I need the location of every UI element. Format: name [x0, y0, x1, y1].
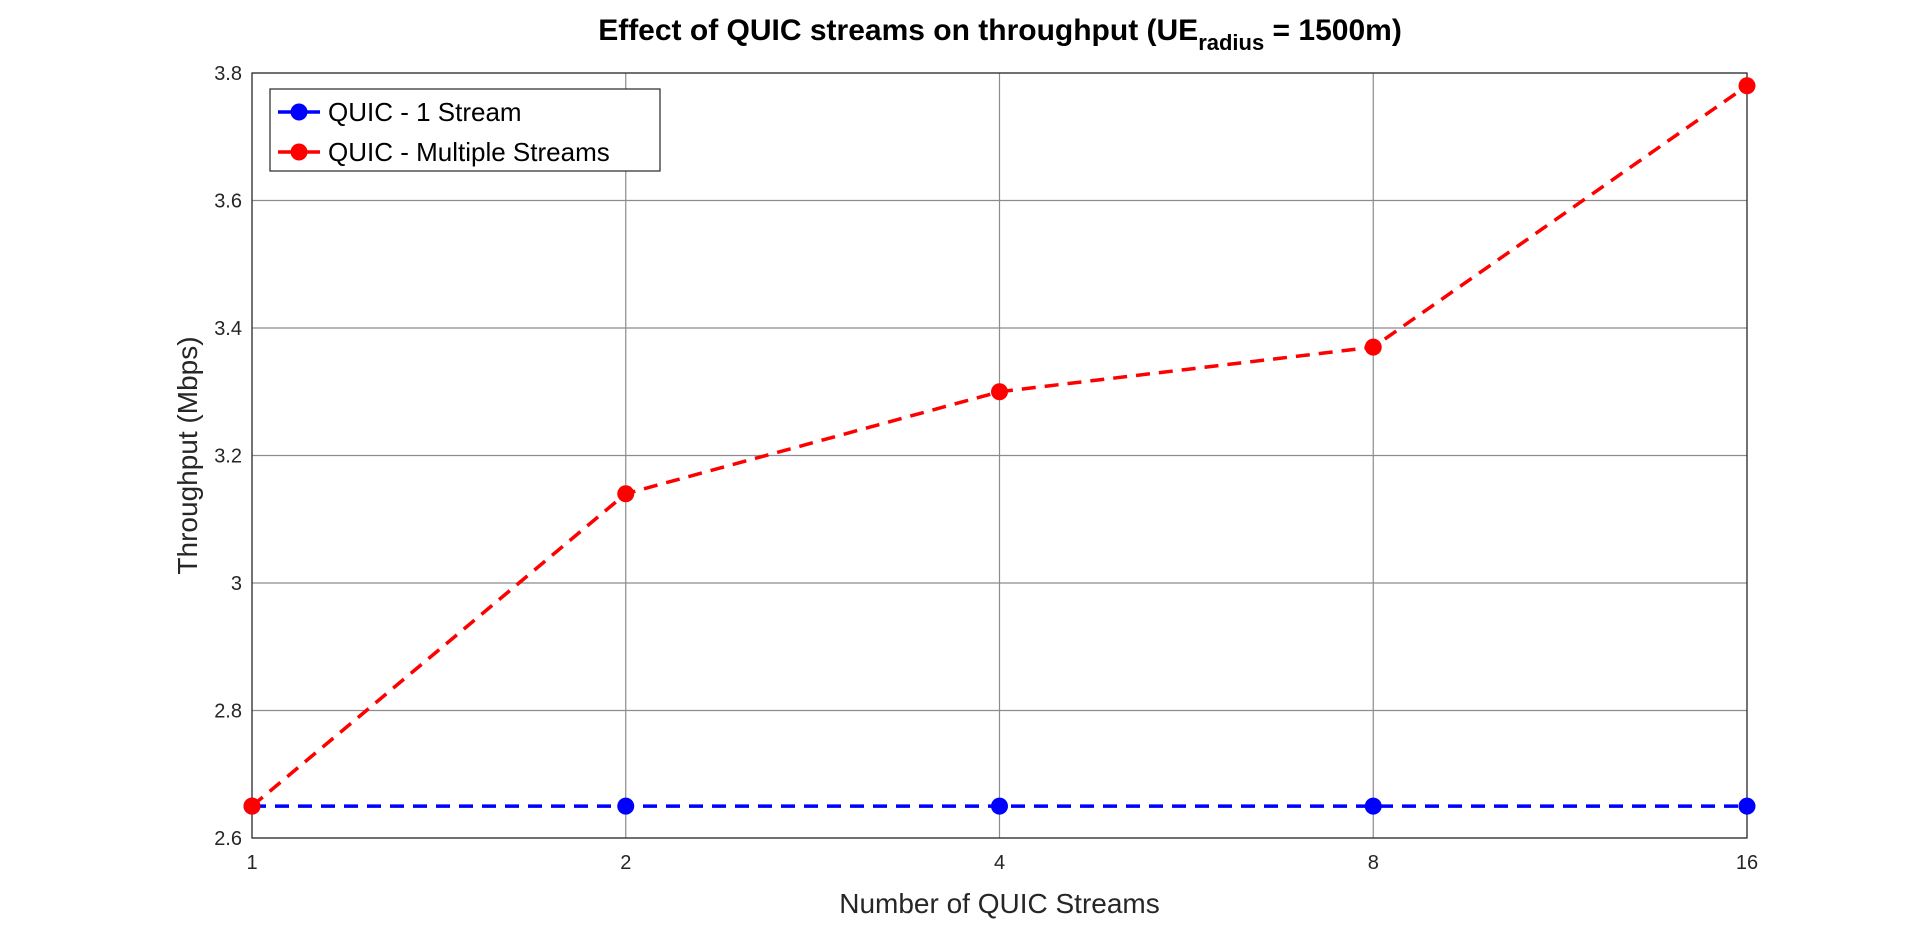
- x-tick-label: 2: [620, 852, 631, 874]
- chart-title: Effect of QUIC streams on throughput (UE…: [598, 14, 1402, 55]
- tick-labels: 1 2 4 8 16 2.6 2.8 3 3.2 3.4 3.6 3.8: [214, 63, 1758, 874]
- y-tick-label: 3: [231, 573, 242, 595]
- data-point: [617, 485, 635, 503]
- data-point: [991, 383, 1008, 401]
- y-tick-label: 2.6: [214, 828, 242, 850]
- data-point: [1364, 338, 1382, 356]
- legend-label: QUIC - 1 Stream: [328, 97, 522, 127]
- series-1: [243, 797, 1756, 815]
- data-point: [1738, 797, 1756, 815]
- series-layer: [243, 77, 1756, 815]
- x-axis-label: Number of QUIC Streams: [839, 888, 1160, 919]
- legend-marker: [290, 143, 308, 161]
- legend-marker: [290, 103, 308, 121]
- chart-title-main: Effect of QUIC streams on throughput (UE: [598, 14, 1198, 47]
- data-point: [243, 797, 261, 815]
- legend-box: [269, 88, 661, 172]
- y-tick-label: 3.2: [214, 446, 242, 468]
- legend-label: QUIC - Multiple Streams: [328, 137, 610, 167]
- series-2: [243, 77, 1756, 815]
- data-point: [1738, 77, 1756, 95]
- y-tick-label: 3.4: [214, 318, 242, 340]
- plot-area: [251, 72, 1748, 839]
- data-point: [991, 797, 1008, 815]
- data-point: [1364, 797, 1382, 815]
- x-tick-label: 1: [246, 852, 257, 874]
- chart-title-suffix: = 1500m): [1264, 14, 1402, 47]
- y-tick-label: 3.6: [214, 191, 242, 213]
- legend: QUIC - 1 Stream QUIC - Multiple Streams: [269, 88, 661, 172]
- y-axis-label: Throughput (Mbps): [172, 336, 203, 574]
- grid: [251, 72, 1748, 839]
- y-tick-label: 3.8: [214, 63, 242, 85]
- data-point: [617, 797, 635, 815]
- x-tick-label: 8: [1368, 852, 1379, 874]
- y-tick-label: 2.8: [214, 701, 242, 723]
- legend-item: QUIC - 1 Stream: [278, 97, 522, 127]
- chart-title-subscript: radius: [1198, 30, 1264, 55]
- x-tick-label: 4: [994, 852, 1005, 874]
- x-tick-label: 16: [1736, 852, 1758, 874]
- legend-item: QUIC - Multiple Streams: [278, 137, 610, 167]
